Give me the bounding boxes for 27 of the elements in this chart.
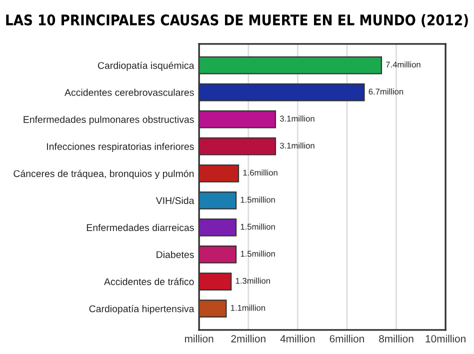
y-tick-label: Diabetes (156, 250, 194, 258)
y-tick-label: Accidentes cerebrovasculares (64, 88, 194, 96)
x-tick-label: 10million (426, 334, 466, 342)
data-label: 6.7million (368, 88, 404, 95)
data-label: 1.5million (240, 250, 275, 257)
x-tick-label: 8million (379, 334, 414, 342)
y-tick-label: VIH/Sida (156, 196, 194, 204)
y-tick-label: Cardiopatía isquémica (98, 62, 194, 71)
data-label: 1.5million (240, 224, 275, 230)
data-label: 1.5million (240, 196, 275, 203)
data-label: 1.1million (230, 304, 266, 311)
x-tick-label: 6million (330, 334, 364, 342)
data-label: 1.6million (243, 170, 278, 176)
data-label: 1.3million (236, 278, 270, 284)
y-tick-label: Enfermedades pulmonares obstructivas (24, 116, 194, 125)
data-label: 7.4million (386, 61, 420, 68)
x-tick-label: 4million (280, 334, 315, 342)
chart-title: LAS 10 PRINCIPALES CAUSAS DE MUERTE EN EL MUNDO (2012) (6, 14, 468, 28)
y-tick-label: Cardiopatía hipertensiva (89, 304, 194, 314)
y-tick-label: Cánceres de tráquea, bronquios y pulmón (14, 170, 194, 179)
data-label: 3.1million (280, 142, 314, 149)
data-label: 3.1million (280, 115, 314, 122)
x-tick-label: 2million (231, 334, 266, 342)
y-tick-label: Accidentes de tráfico (104, 278, 194, 286)
x-tick-label: million (185, 334, 214, 342)
y-tick-label: Infecciones respiratorias inferiores (47, 142, 194, 152)
y-tick-label: Enfermedades diarreicas (86, 224, 194, 232)
